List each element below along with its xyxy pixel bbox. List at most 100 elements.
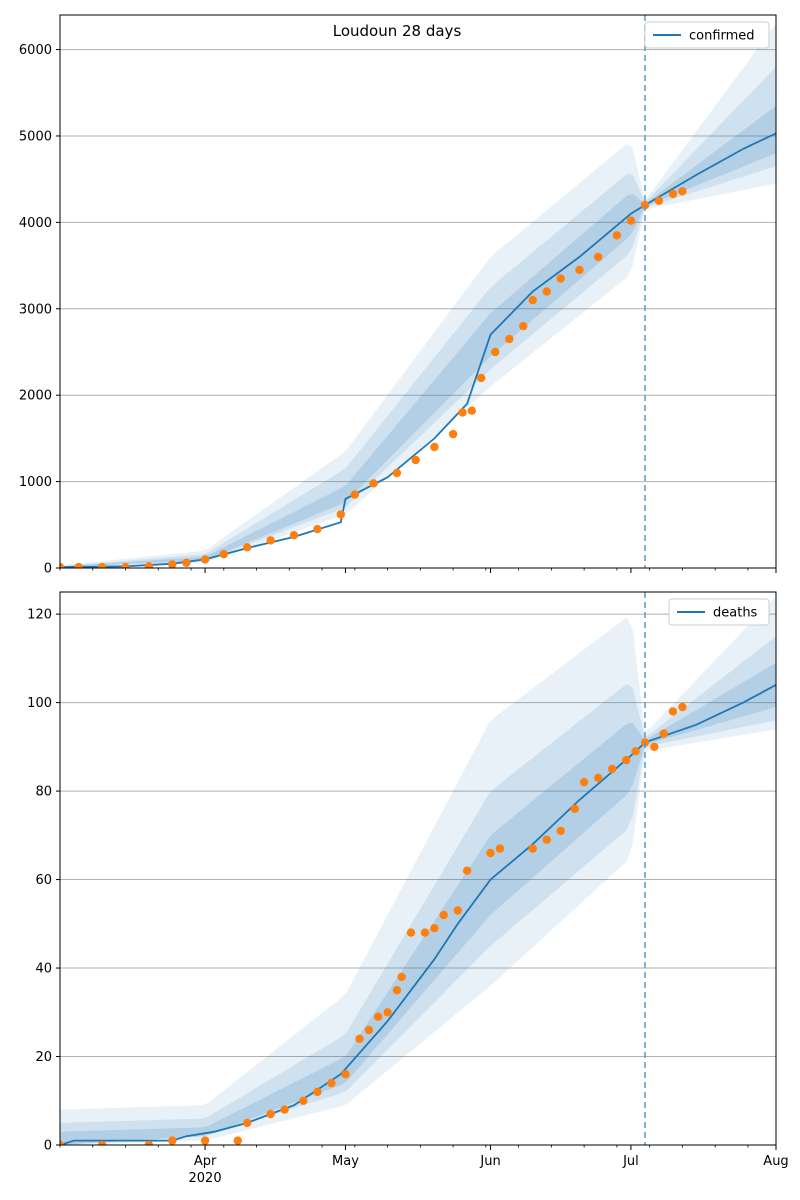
data-point	[266, 1109, 275, 1119]
data-point	[622, 755, 631, 765]
axes-frame	[59, 591, 777, 1146]
axes-frame	[59, 14, 777, 569]
data-point	[327, 1078, 336, 1088]
data-point	[467, 406, 476, 415]
legend-label: deaths	[713, 606, 758, 621]
confirmed-panel: 0 1000 2000 3000 4000 5000 6000 confirmed	[19, 14, 777, 577]
data-point	[397, 972, 406, 982]
data-point	[650, 742, 659, 751]
data-point	[313, 1087, 322, 1097]
data-point	[200, 555, 210, 564]
data-point	[519, 321, 528, 331]
data-point	[668, 189, 678, 199]
data-point	[97, 1140, 107, 1145]
data-point	[243, 1118, 252, 1128]
data-point	[612, 231, 622, 240]
data-point	[355, 1034, 364, 1044]
data-point	[168, 1136, 177, 1145]
data-point	[678, 702, 687, 712]
data-point	[97, 562, 107, 568]
y-tick-label: 3000	[19, 302, 52, 317]
data-point	[678, 187, 687, 196]
data-point	[430, 442, 439, 452]
y-tick-label: 0	[44, 562, 52, 577]
legend: confirmed	[644, 21, 770, 49]
data-point	[556, 274, 565, 283]
y-tick-label: 20	[35, 1050, 52, 1065]
data-point	[542, 835, 551, 844]
data-point	[74, 562, 83, 568]
data-point	[364, 1025, 374, 1035]
x-tick-label: Jun	[479, 1154, 500, 1169]
x-tick-label: May	[332, 1154, 359, 1169]
uncertainty-band-outer	[60, 23, 776, 568]
data-point	[575, 265, 584, 275]
data-point	[200, 1136, 210, 1145]
figure-title: Loudoun 28 days	[333, 22, 462, 40]
data-point	[626, 216, 636, 225]
uncertainty-band-middle	[60, 66, 776, 568]
data-point	[144, 1140, 154, 1145]
data-point	[631, 747, 640, 756]
uncertainty-band-outer	[60, 596, 776, 1145]
data-point	[383, 1008, 392, 1017]
x-tick-label: Jul	[622, 1154, 639, 1169]
uncertainty-band-middle	[60, 636, 776, 1145]
data-point	[486, 848, 495, 858]
data-point	[243, 543, 252, 552]
data-point	[313, 524, 322, 534]
data-point	[392, 468, 402, 478]
y-tick-label: 40	[35, 962, 52, 977]
data-point	[121, 562, 130, 568]
y-tick-label: 120	[27, 608, 52, 623]
y-tick-label: 5000	[19, 129, 52, 144]
data-point	[491, 347, 500, 357]
data-point	[458, 408, 467, 417]
data-point	[420, 928, 430, 937]
data-point	[350, 490, 359, 499]
y-tick-label: 60	[35, 873, 52, 888]
legend: deaths	[668, 598, 770, 626]
data-point	[430, 924, 439, 933]
data-point	[392, 986, 402, 995]
data-point	[266, 536, 275, 545]
data-point	[299, 1096, 308, 1106]
data-point	[60, 1140, 65, 1145]
data-point	[528, 295, 537, 305]
x-tick-sublabel: 2020	[189, 1171, 222, 1186]
y-tick-label: 6000	[19, 43, 52, 58]
data-point	[448, 429, 458, 439]
data-point	[182, 558, 191, 567]
data-point	[594, 252, 603, 262]
y-tick-label: 2000	[19, 389, 52, 404]
data-point	[406, 928, 416, 937]
deaths-panel: 0 20 40 60 80 100 120 Apr 2020 May Jun Jul Aug deaths	[27, 591, 789, 1186]
data-point	[453, 906, 462, 915]
data-point	[289, 531, 299, 540]
data-point	[570, 804, 579, 813]
data-point	[336, 510, 345, 519]
data-point	[369, 479, 378, 488]
legend-label: confirmed	[689, 29, 755, 44]
data-point	[233, 1136, 242, 1145]
data-point	[462, 866, 472, 875]
data-point	[556, 826, 565, 836]
legend-box	[668, 598, 770, 626]
x-tick-label: Aug	[763, 1154, 788, 1169]
data-point	[668, 707, 678, 716]
y-tick-label: 100	[27, 696, 52, 711]
data-point	[542, 287, 551, 296]
y-tick-label: 1000	[19, 475, 52, 490]
data-point	[654, 196, 664, 205]
y-tick-label: 80	[35, 785, 52, 800]
series-line-deaths	[60, 684, 776, 1145]
data-point	[439, 910, 448, 920]
x-tick-label: Apr	[194, 1154, 217, 1169]
data-point	[60, 562, 65, 568]
data-point	[144, 562, 154, 568]
data-point	[579, 778, 589, 787]
data-point	[411, 455, 420, 465]
data-point	[608, 764, 617, 774]
data-point	[505, 334, 514, 344]
